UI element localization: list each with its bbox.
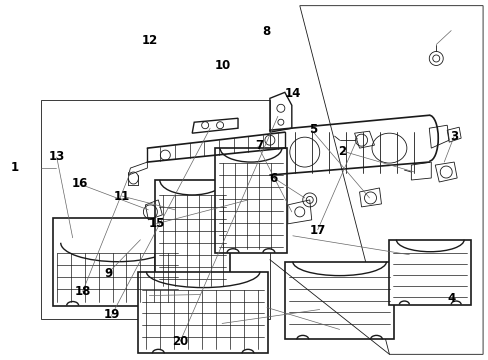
Bar bbox=[285, 262, 394, 339]
Text: 11: 11 bbox=[113, 190, 130, 203]
Bar bbox=[53, 218, 182, 306]
Text: 19: 19 bbox=[103, 308, 120, 321]
Bar bbox=[388, 240, 470, 305]
Bar bbox=[155, 180, 229, 289]
Text: 3: 3 bbox=[449, 130, 457, 144]
Text: 14: 14 bbox=[285, 87, 301, 100]
Text: 10: 10 bbox=[214, 59, 230, 72]
Text: 9: 9 bbox=[104, 267, 112, 280]
Text: 8: 8 bbox=[262, 25, 270, 38]
Text: 5: 5 bbox=[308, 123, 316, 136]
Bar bbox=[138, 272, 267, 353]
Text: 18: 18 bbox=[75, 285, 91, 298]
Bar bbox=[41, 100, 269, 319]
Text: 20: 20 bbox=[172, 335, 188, 348]
Text: 7: 7 bbox=[255, 139, 263, 152]
Text: 13: 13 bbox=[49, 150, 65, 163]
Text: 15: 15 bbox=[148, 216, 164, 230]
Text: 6: 6 bbox=[269, 172, 277, 185]
Text: 16: 16 bbox=[72, 177, 88, 190]
Text: 4: 4 bbox=[447, 292, 455, 305]
Text: 2: 2 bbox=[337, 145, 346, 158]
Text: 12: 12 bbox=[141, 33, 157, 47]
Bar bbox=[215, 148, 286, 253]
Text: 17: 17 bbox=[309, 224, 325, 237]
Text: 1: 1 bbox=[11, 161, 19, 174]
